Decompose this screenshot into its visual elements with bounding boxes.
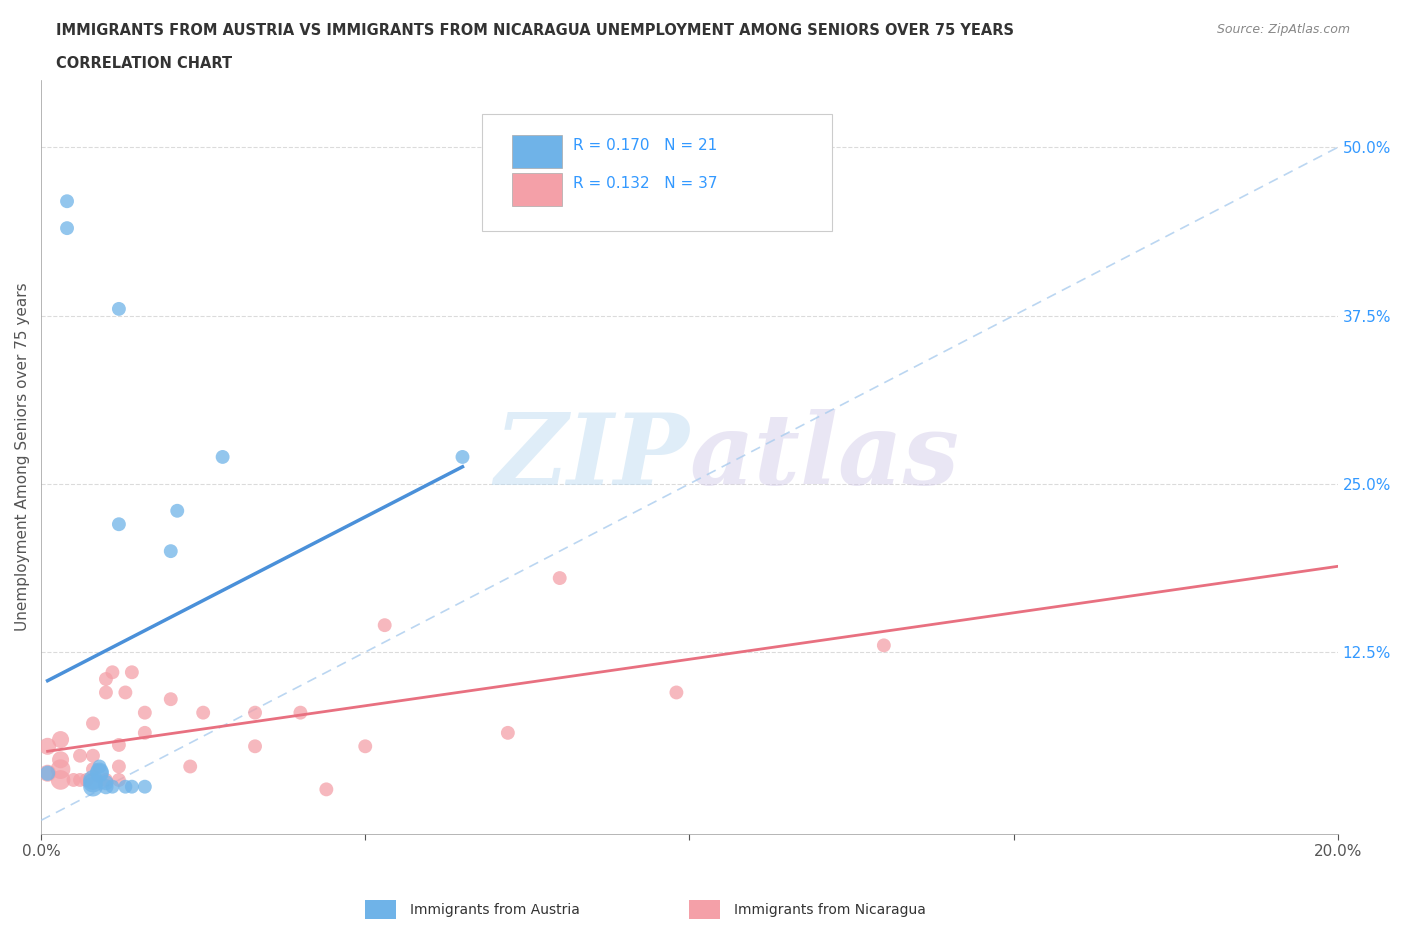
Point bbox=[134, 779, 156, 794]
Point bbox=[94, 779, 117, 794]
Text: Source: ZipAtlas.com: Source: ZipAtlas.com bbox=[1216, 23, 1350, 36]
Point bbox=[56, 220, 79, 235]
Text: IMMIGRANTS FROM AUSTRIA VS IMMIGRANTS FROM NICARAGUA UNEMPLOYMENT AMONG SENIORS : IMMIGRANTS FROM AUSTRIA VS IMMIGRANTS FR… bbox=[56, 23, 1014, 38]
Point bbox=[108, 737, 131, 752]
Point bbox=[134, 705, 156, 720]
Text: Immigrants from Nicaragua: Immigrants from Nicaragua bbox=[734, 902, 927, 917]
Point bbox=[108, 759, 131, 774]
Point bbox=[101, 779, 124, 794]
Point bbox=[49, 773, 72, 788]
Point bbox=[374, 618, 396, 632]
Point bbox=[56, 193, 79, 208]
Point bbox=[94, 776, 117, 790]
Point bbox=[548, 571, 571, 586]
Point bbox=[82, 779, 104, 794]
Point bbox=[108, 517, 131, 532]
Point bbox=[82, 773, 104, 788]
Point bbox=[114, 685, 136, 700]
Point bbox=[665, 685, 688, 700]
Point bbox=[108, 301, 131, 316]
Point bbox=[82, 762, 104, 777]
Point bbox=[94, 773, 117, 788]
Text: R = 0.170   N = 21: R = 0.170 N = 21 bbox=[572, 139, 717, 153]
Point bbox=[114, 779, 136, 794]
Point bbox=[159, 692, 181, 707]
Point bbox=[82, 776, 104, 790]
Point bbox=[37, 765, 59, 780]
Y-axis label: Unemployment Among Seniors over 75 years: Unemployment Among Seniors over 75 years bbox=[15, 283, 30, 631]
Text: ZIP: ZIP bbox=[495, 408, 689, 505]
Text: Immigrants from Austria: Immigrants from Austria bbox=[411, 902, 581, 917]
Point bbox=[89, 764, 111, 779]
Point bbox=[121, 665, 143, 680]
Point bbox=[496, 725, 519, 740]
Point bbox=[451, 449, 474, 464]
Point bbox=[37, 738, 59, 753]
Text: atlas: atlas bbox=[689, 408, 959, 505]
Point bbox=[49, 762, 72, 777]
Point bbox=[315, 782, 337, 797]
Point bbox=[108, 773, 131, 788]
Point bbox=[94, 671, 117, 686]
Point bbox=[290, 705, 312, 720]
Point bbox=[89, 765, 111, 780]
Point bbox=[211, 449, 233, 464]
FancyBboxPatch shape bbox=[512, 173, 562, 206]
Point bbox=[243, 705, 266, 720]
Point bbox=[179, 759, 201, 774]
Text: R = 0.132   N = 37: R = 0.132 N = 37 bbox=[572, 176, 717, 191]
Point bbox=[76, 773, 98, 788]
FancyBboxPatch shape bbox=[482, 114, 832, 231]
Point bbox=[69, 773, 91, 788]
Point bbox=[69, 749, 91, 764]
Point bbox=[121, 779, 143, 794]
Point bbox=[82, 716, 104, 731]
Point bbox=[166, 503, 188, 518]
Point bbox=[134, 725, 156, 740]
Point bbox=[873, 638, 896, 653]
Point bbox=[94, 685, 117, 700]
Text: CORRELATION CHART: CORRELATION CHART bbox=[56, 56, 232, 71]
Point bbox=[82, 749, 104, 764]
Point bbox=[193, 705, 215, 720]
Point bbox=[62, 773, 84, 788]
Point bbox=[101, 665, 124, 680]
Point bbox=[243, 738, 266, 753]
Point bbox=[37, 765, 59, 780]
Point bbox=[49, 732, 72, 747]
Point bbox=[159, 544, 181, 559]
Point bbox=[49, 752, 72, 767]
Point bbox=[89, 759, 111, 774]
FancyBboxPatch shape bbox=[512, 135, 562, 168]
Point bbox=[354, 738, 377, 753]
